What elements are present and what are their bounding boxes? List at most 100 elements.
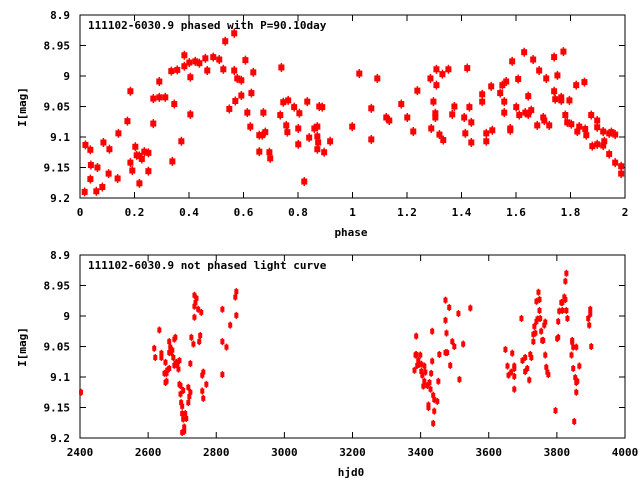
data-point xyxy=(575,377,580,385)
point-marker xyxy=(445,350,450,356)
x-axis-label: phase xyxy=(334,226,367,239)
point-marker xyxy=(421,383,426,389)
data-point xyxy=(560,299,565,307)
data-point xyxy=(543,351,548,359)
point-marker xyxy=(224,344,229,350)
point-marker xyxy=(284,129,291,136)
data-point xyxy=(224,343,229,351)
data-point xyxy=(538,314,543,322)
point-marker xyxy=(136,180,143,187)
data-point xyxy=(512,385,517,393)
data-point xyxy=(165,366,170,374)
point-marker xyxy=(181,416,186,422)
point-marker xyxy=(554,72,561,79)
data-point xyxy=(150,94,157,104)
point-marker xyxy=(444,330,449,336)
point-marker xyxy=(594,141,601,148)
point-marker xyxy=(105,170,112,177)
point-marker xyxy=(431,420,436,426)
point-marker xyxy=(238,77,245,84)
point-marker xyxy=(503,347,508,353)
data-point xyxy=(238,91,245,101)
point-marker xyxy=(457,376,462,382)
data-point xyxy=(368,103,375,113)
point-marker xyxy=(468,139,475,146)
point-marker xyxy=(106,146,113,153)
data-point xyxy=(188,388,193,396)
point-marker xyxy=(483,130,490,137)
point-marker xyxy=(178,138,185,145)
point-marker xyxy=(124,118,131,125)
point-marker xyxy=(231,30,238,37)
data-point xyxy=(93,186,100,196)
data-point xyxy=(196,58,203,68)
data-point xyxy=(233,293,238,301)
data-point xyxy=(194,294,199,302)
data-point xyxy=(414,86,421,96)
data-point xyxy=(200,387,205,395)
point-marker xyxy=(461,114,468,121)
point-marker xyxy=(422,378,427,384)
point-marker xyxy=(588,112,595,119)
point-marker xyxy=(612,159,619,166)
point-marker xyxy=(165,367,170,373)
y-tick-label: 9.1 xyxy=(50,131,70,144)
point-marker xyxy=(452,344,457,349)
data-point xyxy=(295,123,302,133)
point-marker xyxy=(127,159,134,166)
point-marker xyxy=(546,372,551,378)
data-point xyxy=(180,410,185,418)
x-tick-label: 2400 xyxy=(67,446,94,459)
point-marker xyxy=(247,123,254,130)
data-point xyxy=(618,169,625,179)
point-marker xyxy=(515,76,522,83)
point-marker xyxy=(87,162,94,169)
data-point xyxy=(466,102,473,112)
data-point xyxy=(167,364,172,372)
point-marker xyxy=(202,55,209,62)
point-marker xyxy=(512,365,517,371)
data-point xyxy=(422,377,427,385)
point-marker xyxy=(180,403,185,409)
point-marker xyxy=(79,389,84,395)
x-tick-label: 1.2 xyxy=(397,206,417,219)
point-marker xyxy=(231,67,238,74)
point-marker xyxy=(552,96,559,103)
data-point xyxy=(536,66,543,76)
data-point xyxy=(192,291,197,299)
data-point xyxy=(443,296,448,304)
data-point xyxy=(539,327,544,335)
data-point xyxy=(244,108,251,118)
data-point xyxy=(435,397,440,405)
data-point xyxy=(523,353,528,361)
point-marker xyxy=(414,333,419,339)
point-marker xyxy=(512,373,517,379)
data-point xyxy=(468,117,475,127)
point-marker xyxy=(432,114,439,121)
data-point xyxy=(572,418,577,426)
data-point xyxy=(606,149,613,159)
data-point xyxy=(586,314,591,322)
point-marker xyxy=(138,155,145,162)
point-marker xyxy=(510,350,515,356)
point-marker xyxy=(419,361,424,367)
point-marker xyxy=(543,75,550,82)
data-point xyxy=(260,108,267,118)
data-point xyxy=(582,124,589,134)
data-point xyxy=(231,28,238,38)
data-point xyxy=(428,385,433,393)
data-point xyxy=(551,52,558,62)
data-point xyxy=(589,141,596,151)
point-marker xyxy=(186,400,191,406)
point-marker xyxy=(566,97,573,104)
point-marker xyxy=(509,369,514,375)
data-point xyxy=(315,137,322,147)
data-point xyxy=(404,112,411,122)
data-point xyxy=(278,62,285,72)
data-point xyxy=(181,415,186,423)
point-marker xyxy=(588,306,593,312)
data-point xyxy=(544,363,549,371)
y-tick-label: 9.15 xyxy=(44,402,71,415)
point-marker xyxy=(589,344,594,349)
point-marker xyxy=(534,122,541,129)
